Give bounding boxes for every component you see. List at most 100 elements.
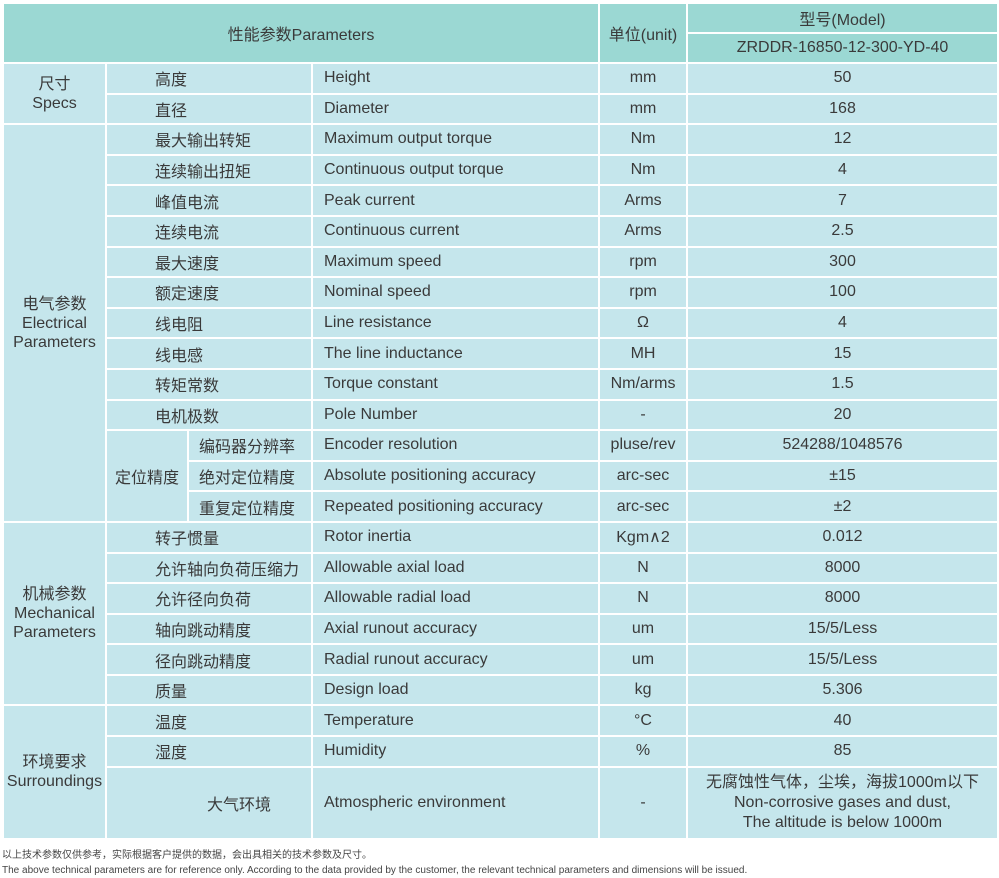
param-name-en: Maximum output torque <box>310 123 601 156</box>
table-row: 电机极数 Pole Number -20 <box>3 398 999 432</box>
param-name-zh: 高度 <box>105 62 313 95</box>
param-name-zh: 编码器分辨率 <box>187 429 313 462</box>
table-row: 连续电流 Continuous current Arms 2.5 <box>3 214 999 248</box>
param-name-en: Continuous current <box>310 214 601 248</box>
param-value-line: 无腐蚀性气体，尘埃，海拔1000m以下 <box>706 773 979 791</box>
header-model-label: 型号(Model) <box>686 2 999 34</box>
param-value: 40 <box>686 704 999 738</box>
param-name-zh: 转矩常数 <box>105 367 313 401</box>
group-label-en: Mechanical Parameters <box>13 605 96 642</box>
param-unit: N <box>598 582 689 615</box>
param-name-zh: 电机极数 <box>105 398 313 432</box>
table-row: 环境要求 Surroundings 温度 Temperature °C 40 <box>2 704 999 840</box>
param-name-zh: 允许轴向负荷压缩力 <box>105 551 313 585</box>
footnotes: 以上技术参数仅供参考，实际根据客户提供的数据，会出具相关的技术参数及尺寸。 Th… <box>2 848 747 878</box>
param-value: 15 <box>686 337 999 370</box>
table-row: 径向跳动精度 Radial runout accuracy um 15/5/Less <box>3 643 999 676</box>
param-name-en: Maximum speed <box>310 245 601 279</box>
param-unit: mm <box>598 92 689 126</box>
param-value: 20 <box>686 398 999 432</box>
param-value: 12 <box>686 123 999 156</box>
param-name-zh: 线电阻 <box>105 306 313 340</box>
group-label-en: Specs <box>32 94 77 112</box>
header-row: ZRDDR-16850-12-300-YD-40 <box>3 32 999 64</box>
param-unit: Kgm∧2 <box>598 520 689 554</box>
header-parameters: 性能参数Parameters <box>1 2 601 64</box>
param-name-zh: 连续电流 <box>105 214 313 248</box>
table-row: 连续输出扭矩 Continuous output torque Nm 4 <box>3 153 999 187</box>
table-row: 峰值电流 Peak current Arms 7 <box>3 184 999 217</box>
header-model-value: ZRDDR-16850-12-300-YD-40 <box>686 32 999 64</box>
param-unit: N <box>598 551 689 585</box>
param-value: 85 <box>686 735 999 768</box>
param-name-en: Temperature <box>310 704 601 738</box>
param-unit: % <box>598 735 689 768</box>
group-label-zh: 尺寸 <box>38 75 71 93</box>
param-name-en: Design load <box>310 673 601 707</box>
param-name-en: Axial runout accuracy <box>310 612 601 646</box>
param-unit: um <box>598 612 689 646</box>
param-unit: Nm/arms <box>598 367 689 401</box>
param-name-zh: 最大速度 <box>105 245 313 279</box>
spec-table: 性能参数Parameters 单位(unit) 型号(Model) ZRDDR-… <box>1 2 999 840</box>
param-name-en: Absolute positioning accuracy <box>310 459 601 493</box>
param-value: 7 <box>686 184 999 217</box>
param-value-line: The altitude is below 1000m <box>742 813 943 831</box>
param-value: ±2 <box>686 490 999 523</box>
table-row: 电气参数 Electrical Parameters 最大输出转矩 Maximum o… <box>2 123 999 523</box>
param-value: 524288/1048576 <box>686 429 999 462</box>
param-value: 4 <box>686 153 999 187</box>
table-row: 绝对定位精度 Absolute positioning accuracy arc-s… <box>3 459 999 493</box>
header-row: 性能参数Parameters 单位(unit) 型号(Model) <box>1 2 999 64</box>
param-name-zh: 重复定位精度 <box>187 490 313 523</box>
table-row: 大气环境 Atmospheric environment - 无腐蚀性气体，尘埃，海拔… <box>3 765 999 840</box>
param-value: 1.5 <box>686 367 999 401</box>
param-unit: kg <box>598 673 689 707</box>
param-value: 50 <box>686 62 999 95</box>
param-name-en: Torque constant <box>310 367 601 401</box>
table-row: 额定速度 Nominal speed rpm 100 <box>3 276 999 309</box>
param-name-en: Continuous output torque <box>310 153 601 187</box>
param-name-en: Pole Number <box>310 398 601 432</box>
table-row: 质量 Design load kg 5.306 <box>3 673 999 707</box>
param-name-zh: 轴向跳动精度 <box>105 612 313 646</box>
table-row: 轴向跳动精度 Axial runout accuracy um 15/5/Less <box>3 612 999 646</box>
param-value: 4 <box>686 306 999 340</box>
param-name-zh: 温度 <box>105 704 313 738</box>
group-label: 机械参数 Mechanical Parameters <box>2 520 107 707</box>
table-row: 线电阻 Line resistance Ω 4 <box>3 306 999 340</box>
param-value: 无腐蚀性气体，尘埃，海拔1000m以下 Non-corrosive gases a… <box>686 765 999 840</box>
footnote-en: The above technical parameters are for r… <box>2 865 748 876</box>
group-label: 环境要求 Surroundings <box>2 704 107 840</box>
param-unit: um <box>598 643 689 676</box>
param-name-en: Allowable axial load <box>310 551 601 585</box>
param-name-en: Nominal speed <box>310 276 601 309</box>
param-unit: rpm <box>598 245 689 279</box>
table-row: 机械参数 Mechanical Parameters 转子惯量 Rotor inert… <box>2 520 999 707</box>
param-unit: arc-sec <box>598 490 689 523</box>
group-label-en: Electrical Parameters <box>13 314 96 351</box>
param-value: 8000 <box>686 551 999 585</box>
table-row: 允许轴向负荷压缩力 Allowable axial load N 8000 <box>3 551 999 585</box>
param-unit: rpm <box>598 276 689 309</box>
param-unit: pluse/rev <box>598 429 689 462</box>
group-label: 电气参数 Electrical Parameters <box>2 123 107 523</box>
param-name-en: Repeated positioning accuracy <box>310 490 601 523</box>
param-name-zh: 额定速度 <box>105 276 313 309</box>
param-unit: arc-sec <box>598 459 689 493</box>
param-unit: Arms <box>598 214 689 248</box>
param-name-zh: 径向跳动精度 <box>105 643 313 676</box>
param-unit: Nm <box>598 123 689 156</box>
footnote-zh: 以上技术参数仅供参考，实际根据客户提供的数据，会出具相关的技术参数及尺寸。 <box>2 850 372 861</box>
spec-table-body: 尺寸 Specs 高度 Height mm 50 直径 Diameter mm 168 电气参数 El… <box>2 61 999 840</box>
group-label: 尺寸 Specs <box>2 61 107 126</box>
param-name-en: Encoder resolution <box>310 429 601 462</box>
param-unit: - <box>598 765 689 840</box>
param-name-en: Atmospheric environment <box>310 765 601 840</box>
param-unit: Ω <box>598 306 689 340</box>
table-row: 重复定位精度 Repeated positioning accuracy arc-s… <box>3 490 999 523</box>
param-value-line: Non-corrosive gases and dust, <box>734 793 951 811</box>
param-name-zh: 湿度 <box>105 735 313 768</box>
param-value: 2.5 <box>686 214 999 248</box>
param-value: 5.306 <box>686 673 999 707</box>
